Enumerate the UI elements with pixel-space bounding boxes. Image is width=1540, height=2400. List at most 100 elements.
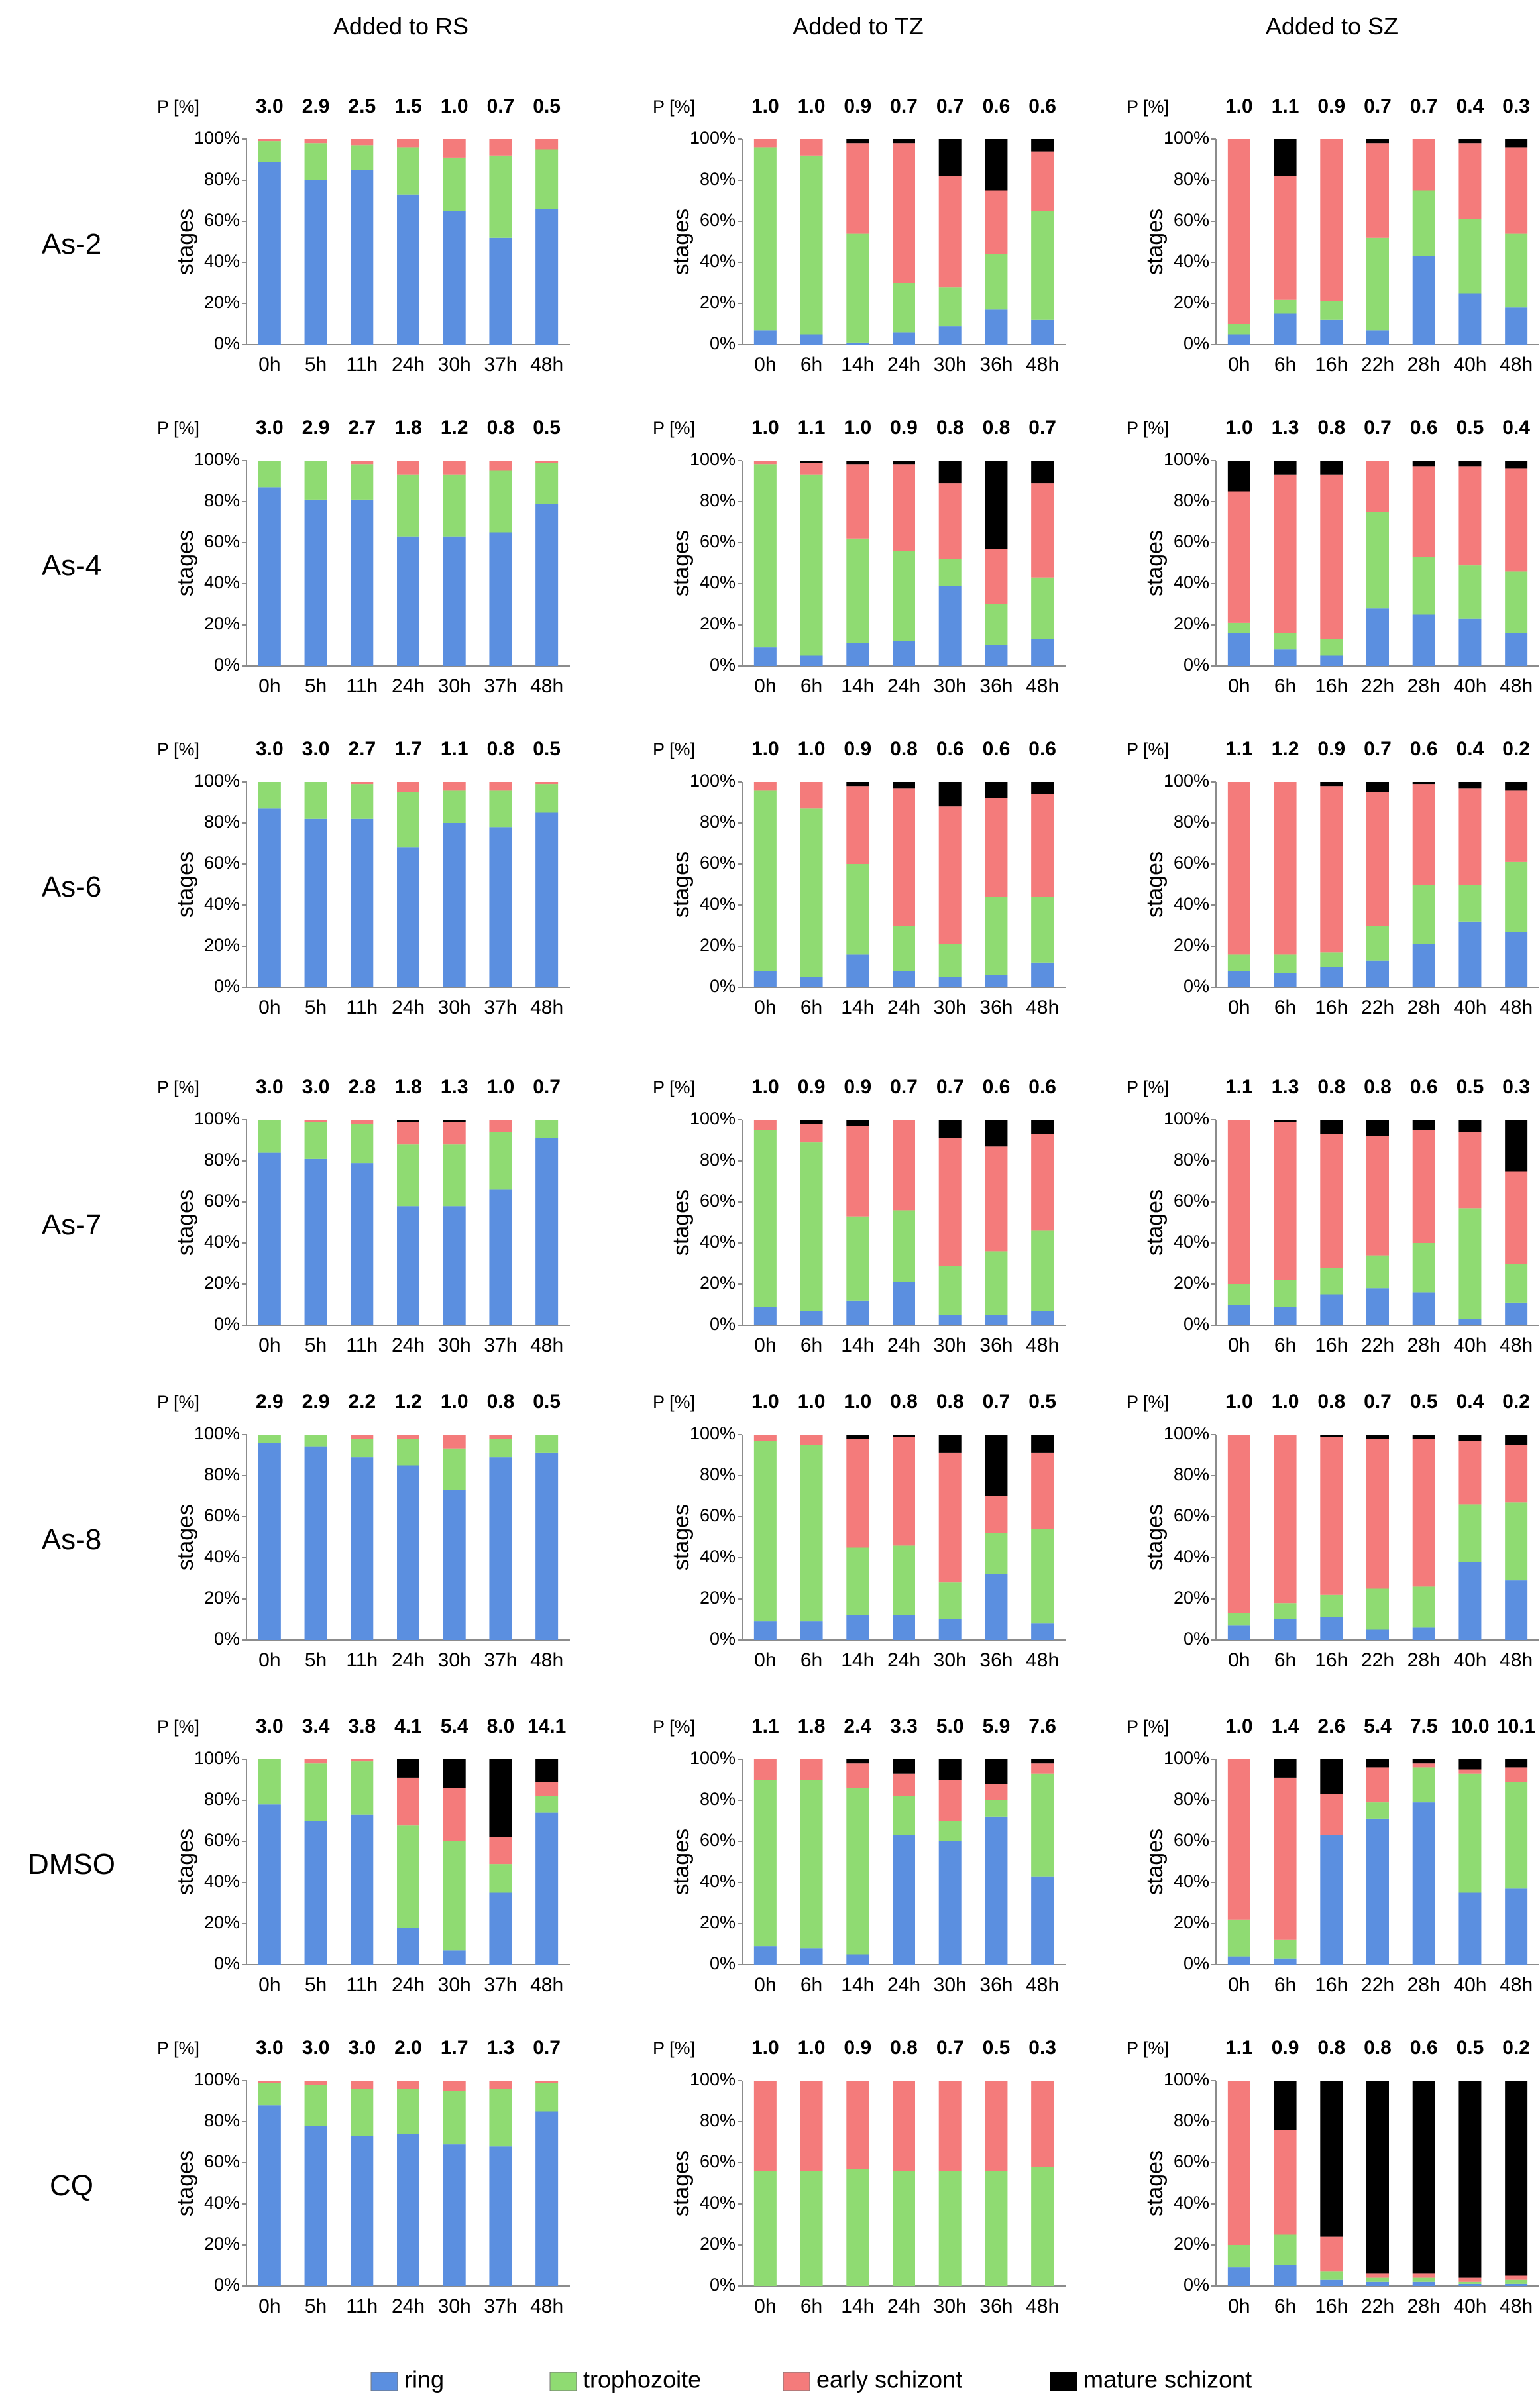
y-tick-label: 40% [700,1871,736,1891]
bar-early-schizont [304,139,327,144]
bar-trophozoite [489,1132,512,1190]
p-value-label: 1.0 [844,417,871,439]
bar-early-schizont [1505,1171,1528,1264]
bar-early-schizont [1458,1769,1482,1774]
bar-early-schizont [938,806,962,944]
panel-as-7-1: 0% 20% 40% 60% 80% 100% stages P [%] 0h 1.0 6h 0.9 1… [653,1076,1066,1356]
p-value-label: 0.8 [1317,1391,1345,1413]
bar-early-schizont [489,1120,512,1132]
x-tick-label: 5h [305,1335,327,1356]
bar-trophozoite [535,1796,559,1813]
bar-ring [535,504,559,666]
bar-mature-schizont [846,1120,869,1126]
bar-early-schizont [443,2081,466,2091]
y-tick-label: 20% [1174,1273,1209,1293]
chart-panels: 0% 20% 40% 60% 80% 100% stages P [%] 0h 3.0 5h 2.9 1… [157,95,1539,2317]
bar-trophozoite [938,1582,962,1619]
x-tick-label: 6h [1274,997,1296,1018]
bar-early-schizont [304,2081,327,2085]
bar-early-schizont [846,2081,869,2169]
bar-early-schizont [846,1439,869,1548]
bar-early-schizont [753,1435,777,1441]
x-tick-label: 40h [1453,675,1486,697]
bar-trophozoite [893,1796,915,1835]
y-tick-label: 0% [214,1953,240,1973]
y-tick-label: 80% [204,812,240,832]
bar-trophozoite [985,1800,1008,1817]
bar-early-schizont [351,139,374,146]
bar-ring [1412,614,1435,666]
y-tick-label: 0% [1183,1629,1209,1649]
y-tick-label: 40% [1174,894,1209,914]
p-label: P [%] [157,418,199,438]
bar-trophozoite [304,461,327,500]
x-tick-label: 40h [1453,1649,1486,1671]
bar-ring [985,645,1008,666]
y-tick-label: 100% [194,128,240,148]
bar-early-schizont [351,782,374,785]
bar-ring [304,499,327,666]
bar-trophozoite [535,1120,559,1138]
bar-trophozoite [1320,2271,1343,2280]
y-tick-label: 0% [710,655,736,675]
p-value-label: 0.5 [533,417,561,439]
p-value-label: 1.0 [751,2037,779,2059]
x-tick-label: 0h [754,354,776,376]
y-tick-label: 0% [1183,1314,1209,1334]
x-tick-label: 6h [800,1335,822,1356]
bar-mature-schizont [846,782,869,787]
y-tick-label: 100% [194,449,240,469]
x-tick-label: 24h [887,1649,920,1671]
p-value-label: 0.5 [983,2037,1011,2059]
bar-trophozoite [753,464,777,648]
y-tick-label: 60% [204,2152,240,2171]
bar-trophozoite [351,145,374,170]
p-value-label: 2.6 [1317,1716,1345,1737]
bar-ring [351,818,374,987]
bar-mature-schizont [893,782,915,789]
y-tick-label: 40% [204,1547,240,1566]
y-tick-label: 0% [1183,655,1209,675]
bar-trophozoite [443,157,466,211]
p-label: P [%] [653,97,695,117]
bar-ring [258,162,281,345]
bar-early-schizont [397,1122,419,1145]
y-tick-label: 100% [690,449,736,469]
bar-trophozoite [1320,1268,1343,1295]
bar-ring [893,971,915,987]
p-value-label: 1.3 [1272,1076,1299,1098]
bar-early-schizont [1412,1130,1435,1243]
bar-early-schizont [1458,466,1482,566]
bar-ring [1320,2279,1343,2286]
p-value-label: 0.4 [1502,417,1530,439]
bar-trophozoite [800,474,823,656]
y-tick-label: 80% [204,169,240,189]
bar-ring [489,827,512,987]
bar-ring [1227,971,1250,987]
y-tick-label: 100% [690,1748,736,1768]
bar-early-schizont [1227,782,1250,955]
y-tick-label: 80% [1174,1150,1209,1170]
y-tick-label: 40% [1174,251,1209,271]
p-value-label: 0.5 [1028,1391,1056,1413]
p-value-label: 10.0 [1451,1716,1489,1737]
y-axis-title: stages [1142,530,1168,596]
x-tick-label: 30h [934,1649,967,1671]
bar-ring [443,1950,466,1965]
bar-trophozoite [846,233,869,343]
bar-ring [846,1300,869,1325]
bar-mature-schizont [846,461,869,465]
p-value-label: 0.4 [1457,1391,1484,1413]
bar-early-schizont [1366,143,1389,238]
x-tick-label: 0h [754,1974,776,1996]
bar-trophozoite [846,864,869,955]
bar-early-schizont [1366,2273,1389,2278]
bar-mature-schizont [1227,461,1250,492]
y-tick-label: 0% [1183,333,1209,353]
x-tick-label: 11h [346,1974,378,1996]
bar-early-schizont [1031,2081,1054,2167]
y-tick-label: 20% [1174,1912,1209,1932]
y-tick-label: 20% [204,1588,240,1608]
bar-early-schizont [1412,1439,1435,1587]
x-tick-label: 48h [530,354,563,376]
